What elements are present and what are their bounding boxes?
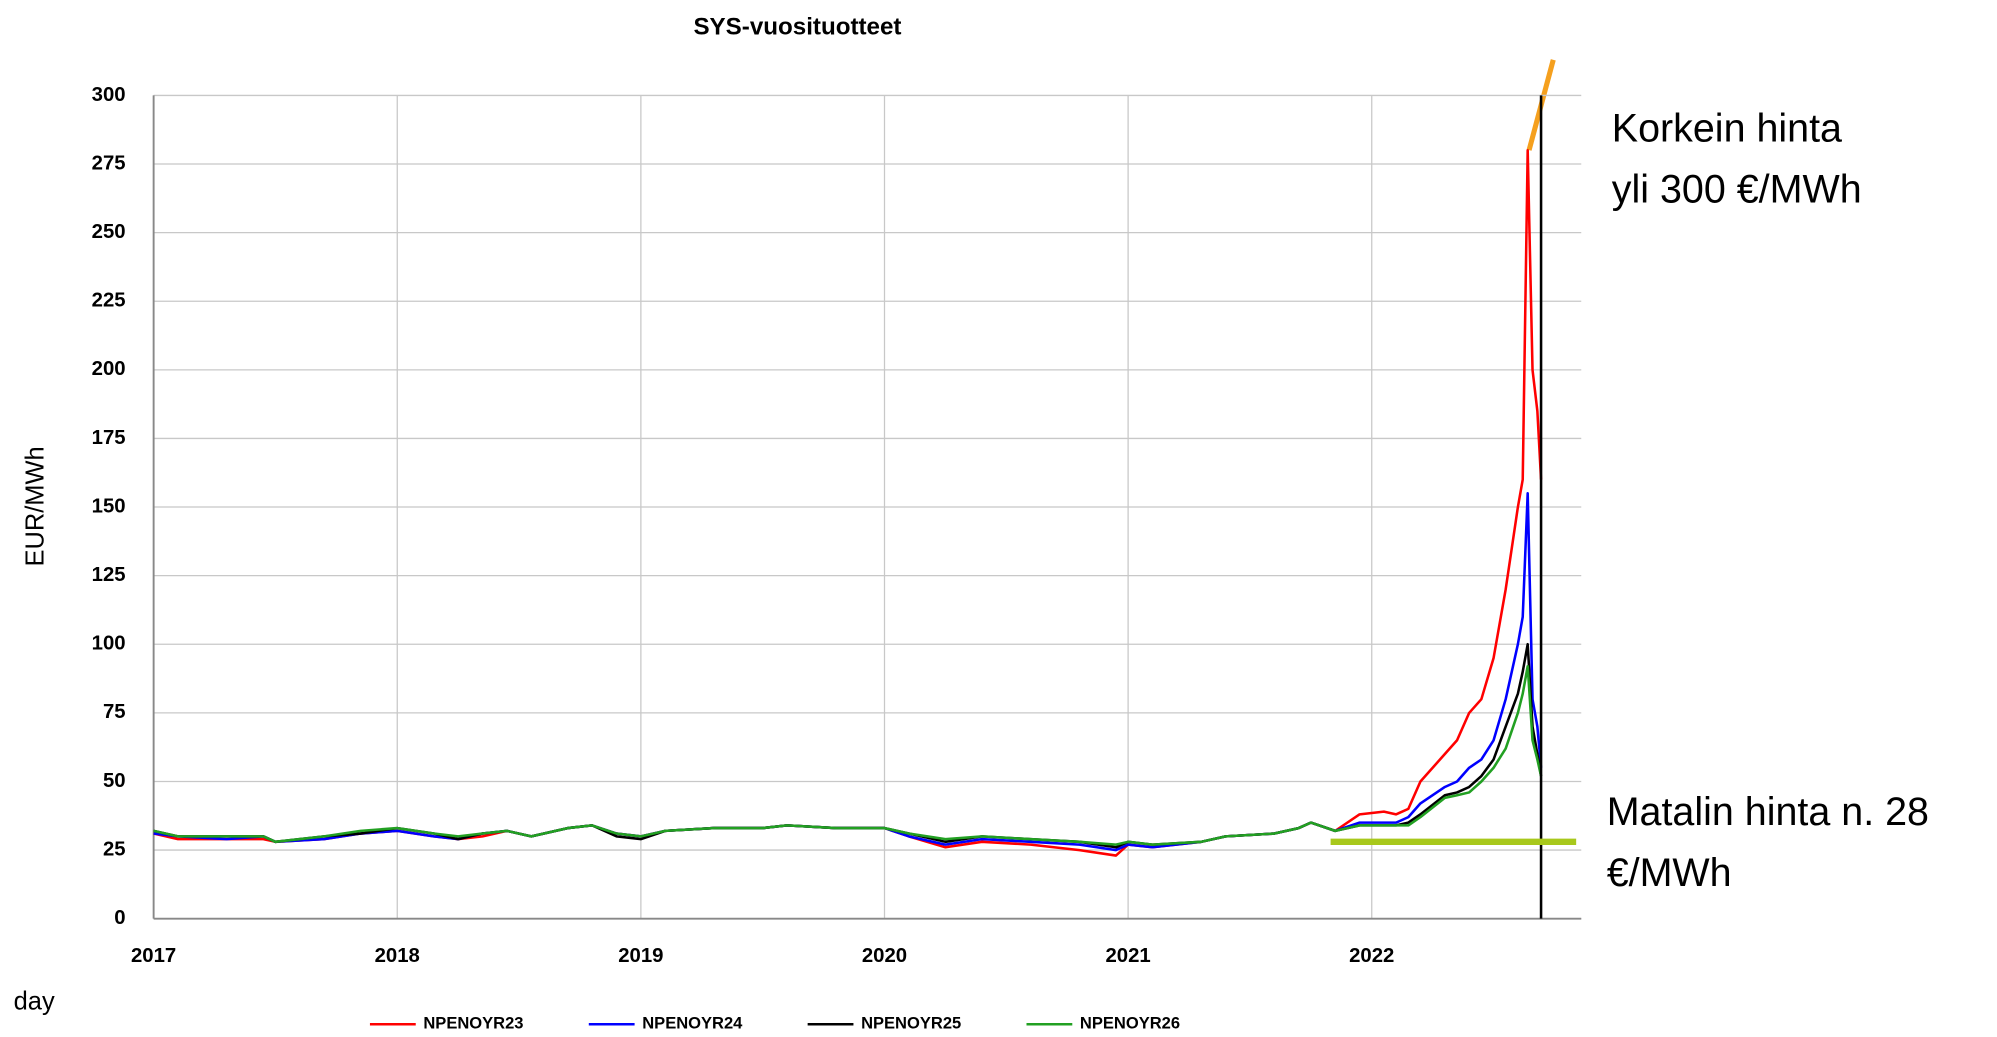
y-tick-label: 175 (92, 427, 126, 449)
series-line (153, 664, 1543, 846)
chart-title: SYS-vuosituotteet (693, 13, 901, 40)
annotation: yli 300 €/MWh (1612, 168, 1862, 212)
y-tick-label: 125 (92, 564, 126, 586)
annotation: €/MWh (1607, 851, 1732, 895)
y-tick-label: 225 (92, 290, 126, 312)
y-tick-label: 275 (92, 152, 126, 174)
legend-label: NPENOYR23 (423, 1014, 523, 1033)
x-tick-label: 2022 (1349, 945, 1394, 967)
x-tick-label: 2018 (375, 945, 420, 967)
y-tick-label: 0 (114, 907, 125, 929)
y-tick-label: 50 (103, 770, 126, 792)
y-axis-label: EUR/MWh (21, 446, 49, 566)
x-tick-label: 2021 (1105, 945, 1150, 967)
legend-label: NPENOYR26 (1080, 1014, 1180, 1033)
x-tick-label: 2017 (131, 945, 176, 967)
x-tick-label: 2020 (862, 945, 907, 967)
annotation: Korkein hinta (1612, 106, 1842, 150)
y-tick-label: 300 (92, 84, 126, 106)
series-line (153, 492, 1543, 852)
y-tick-label: 100 (92, 633, 126, 655)
series-line (153, 642, 1543, 849)
legend-label: NPENOYR25 (861, 1014, 961, 1033)
annotation: Matalin hinta n. 28 (1607, 790, 1929, 834)
y-tick-label: 25 (103, 838, 126, 860)
x-axis-label: day (14, 987, 55, 1015)
y-tick-label: 150 (92, 495, 126, 517)
y-tick-label: 75 (103, 701, 126, 723)
series-line (153, 148, 1543, 857)
y-tick-label: 250 (92, 221, 126, 243)
y-tick-label: 200 (92, 358, 126, 380)
x-tick-label: 2019 (618, 945, 663, 967)
legend-label: NPENOYR24 (642, 1014, 743, 1033)
